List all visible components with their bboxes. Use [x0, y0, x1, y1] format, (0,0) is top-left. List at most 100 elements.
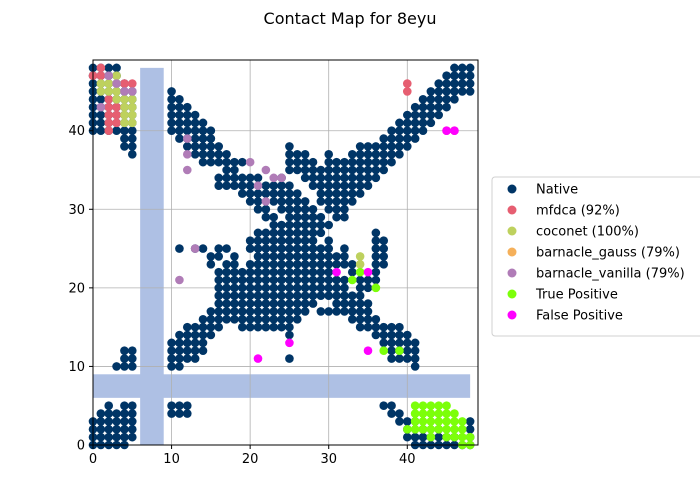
data-point	[371, 173, 381, 183]
data-point	[363, 322, 373, 332]
data-point	[214, 149, 224, 159]
data-point	[395, 330, 404, 340]
data-point	[285, 307, 294, 316]
data-point	[269, 283, 279, 293]
data-point	[332, 283, 341, 293]
data-point	[387, 354, 396, 363]
data-point	[442, 79, 451, 88]
data-point	[127, 87, 137, 96]
data-point	[182, 409, 192, 418]
data-point	[363, 267, 373, 277]
data-point	[442, 126, 451, 136]
data-point	[347, 157, 357, 167]
data-point	[332, 173, 341, 183]
data-point	[182, 118, 192, 128]
data-point	[355, 283, 365, 293]
data-point	[450, 63, 459, 73]
data-point	[277, 181, 286, 191]
data-point	[324, 236, 334, 246]
data-point	[418, 401, 428, 411]
data-point	[324, 252, 334, 261]
data-point	[190, 118, 200, 128]
data-point	[285, 299, 294, 308]
data-point	[332, 212, 341, 222]
data-point	[222, 291, 231, 301]
data-point	[379, 330, 389, 340]
data-point	[175, 94, 184, 104]
data-point	[300, 204, 310, 214]
data-point	[292, 299, 302, 308]
data-point	[253, 181, 263, 191]
data-point	[190, 322, 200, 332]
data-point	[324, 307, 334, 316]
data-point	[410, 409, 420, 418]
data-point	[308, 267, 318, 277]
data-point	[253, 173, 263, 183]
data-point	[450, 424, 459, 434]
data-point	[120, 424, 129, 434]
data-point	[190, 149, 200, 159]
data-point	[355, 142, 365, 151]
data-point	[175, 244, 184, 253]
data-point	[104, 118, 114, 128]
data-point	[402, 432, 412, 442]
data-point	[269, 252, 279, 261]
data-point	[395, 409, 404, 418]
data-point	[245, 259, 255, 269]
data-point	[245, 173, 255, 183]
x-tick-label: 20	[242, 452, 259, 467]
data-point	[253, 354, 263, 363]
data-point	[340, 299, 349, 308]
data-point	[426, 432, 436, 442]
legend-label: True Positive	[535, 288, 618, 303]
data-point	[175, 118, 184, 128]
data-point	[418, 126, 428, 136]
data-point	[198, 314, 208, 324]
data-point	[269, 244, 279, 253]
data-point	[387, 346, 396, 356]
data-point	[457, 417, 467, 426]
data-point	[214, 244, 224, 253]
y-tick-label: 40	[68, 124, 85, 139]
data-point	[300, 299, 310, 308]
data-point	[96, 110, 106, 120]
data-point	[285, 181, 294, 191]
data-point	[96, 87, 106, 96]
data-point	[269, 322, 279, 332]
data-point	[285, 291, 294, 301]
data-point	[104, 432, 114, 442]
data-point	[442, 87, 451, 96]
data-point	[127, 409, 137, 418]
legend-label: False Positive	[536, 309, 623, 324]
data-point	[198, 330, 208, 340]
data-point	[442, 401, 451, 411]
data-point	[167, 362, 176, 371]
legend: Native mfdca (92%) coconet (100%) barnacle_…	[491, 176, 700, 337]
data-point	[222, 275, 231, 285]
data-point	[277, 267, 286, 277]
data-point	[277, 173, 286, 183]
data-point	[379, 165, 389, 175]
data-point	[347, 149, 357, 159]
plot-frame	[92, 59, 479, 446]
data-point	[465, 63, 475, 73]
data-point	[230, 299, 239, 308]
data-point	[308, 252, 318, 261]
data-point	[198, 346, 208, 356]
data-point	[230, 181, 239, 191]
data-point	[96, 71, 106, 81]
data-point	[112, 424, 121, 434]
data-point	[340, 165, 349, 175]
data-point	[387, 338, 396, 348]
horizontal-band	[93, 374, 471, 398]
data-point	[167, 87, 176, 96]
data-point	[190, 126, 200, 136]
data-point	[332, 181, 341, 191]
data-point	[465, 87, 475, 96]
data-point	[277, 322, 286, 332]
data-point	[206, 252, 216, 261]
data-point	[379, 259, 389, 269]
data-point	[277, 236, 286, 246]
data-point	[340, 181, 349, 191]
data-point	[175, 362, 184, 371]
